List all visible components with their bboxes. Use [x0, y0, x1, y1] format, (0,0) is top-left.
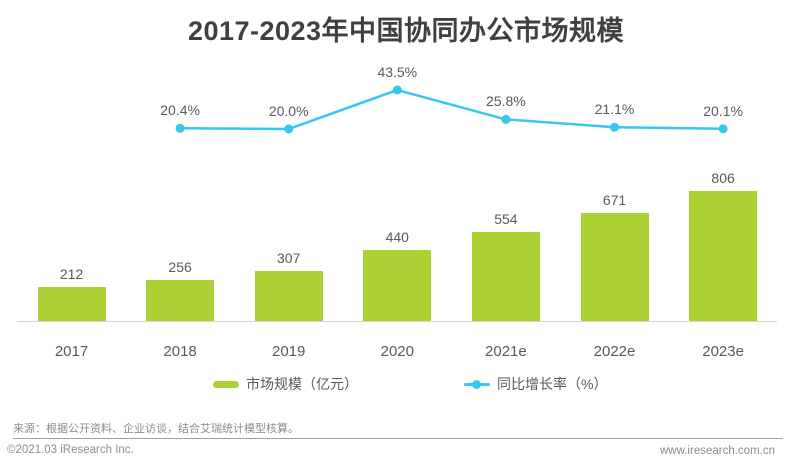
footer-divider — [13, 438, 783, 439]
bar-2022e — [580, 213, 649, 321]
bar-value-label-2021e: 554 — [494, 211, 518, 227]
growth-point-label-2022e: 21.1% — [594, 101, 635, 118]
x-axis-label-2021e: 2021e — [485, 343, 527, 360]
growth-point-2018 — [175, 123, 185, 133]
growth-point-2023e — [718, 124, 728, 134]
legend-label-growth-rate: 同比增长率（%） — [497, 376, 608, 392]
bar-2017 — [37, 287, 106, 321]
growth-point-label-2020: 43.5% — [377, 64, 418, 80]
bar-legend-swatch — [213, 380, 239, 388]
x-axis-label-2018: 2018 — [163, 343, 197, 360]
x-axis-label-2020: 2020 — [380, 343, 414, 360]
website-link[interactable]: www.iresearch.com.cn — [659, 445, 775, 457]
bar-value-label-2023e: 806 — [711, 170, 735, 186]
growth-point-2020 — [392, 85, 402, 95]
chart-title: 2017-2023年中国协同办公市场规模 — [187, 16, 625, 46]
bar-value-label-2019: 307 — [277, 250, 301, 266]
growth-point-label-2018: 20.4% — [160, 102, 200, 119]
copyright: ©2021.03 iResearch Inc. — [7, 444, 134, 456]
x-axis-label-2019: 2019 — [272, 343, 306, 360]
bar-2023e — [689, 191, 758, 321]
bar-value-label-2018: 256 — [168, 259, 192, 275]
x-axis-label-2017: 2017 — [54, 343, 89, 360]
bar-value-label-2020: 440 — [385, 229, 409, 245]
bar-value-label-2022e: 671 — [602, 192, 627, 208]
x-axis-label-2022e: 2022e — [593, 343, 636, 360]
growth-point-2019 — [284, 124, 294, 134]
legend-label-market-size: 市场规模（亿元） — [246, 376, 358, 392]
legend-item-growth-rate: 同比增长率（%） — [464, 376, 607, 392]
bar-2019 — [254, 271, 323, 321]
x-axis-label-2023e: 2023e — [702, 343, 744, 360]
x-axis-line — [17, 321, 777, 322]
source-note: 来源：根据公开资料、企业访谈，结合艾瑞统计模型核算。 — [13, 423, 299, 435]
bar-2020 — [363, 250, 432, 321]
growth-point-label-2023e: 20.1% — [703, 102, 743, 119]
line-legend-swatch — [464, 379, 490, 389]
growth-point-2021e — [501, 114, 511, 124]
legend-item-market-size: 市场规模（亿元） — [213, 376, 358, 392]
growth-point-2022e — [610, 122, 619, 132]
bar-2021e — [471, 232, 540, 321]
bar-2018 — [146, 280, 215, 321]
growth-point-label-2019: 20.0% — [268, 103, 309, 119]
growth-point-label-2021e: 25.8% — [486, 93, 526, 110]
bar-value-label-2017: 212 — [59, 266, 84, 282]
